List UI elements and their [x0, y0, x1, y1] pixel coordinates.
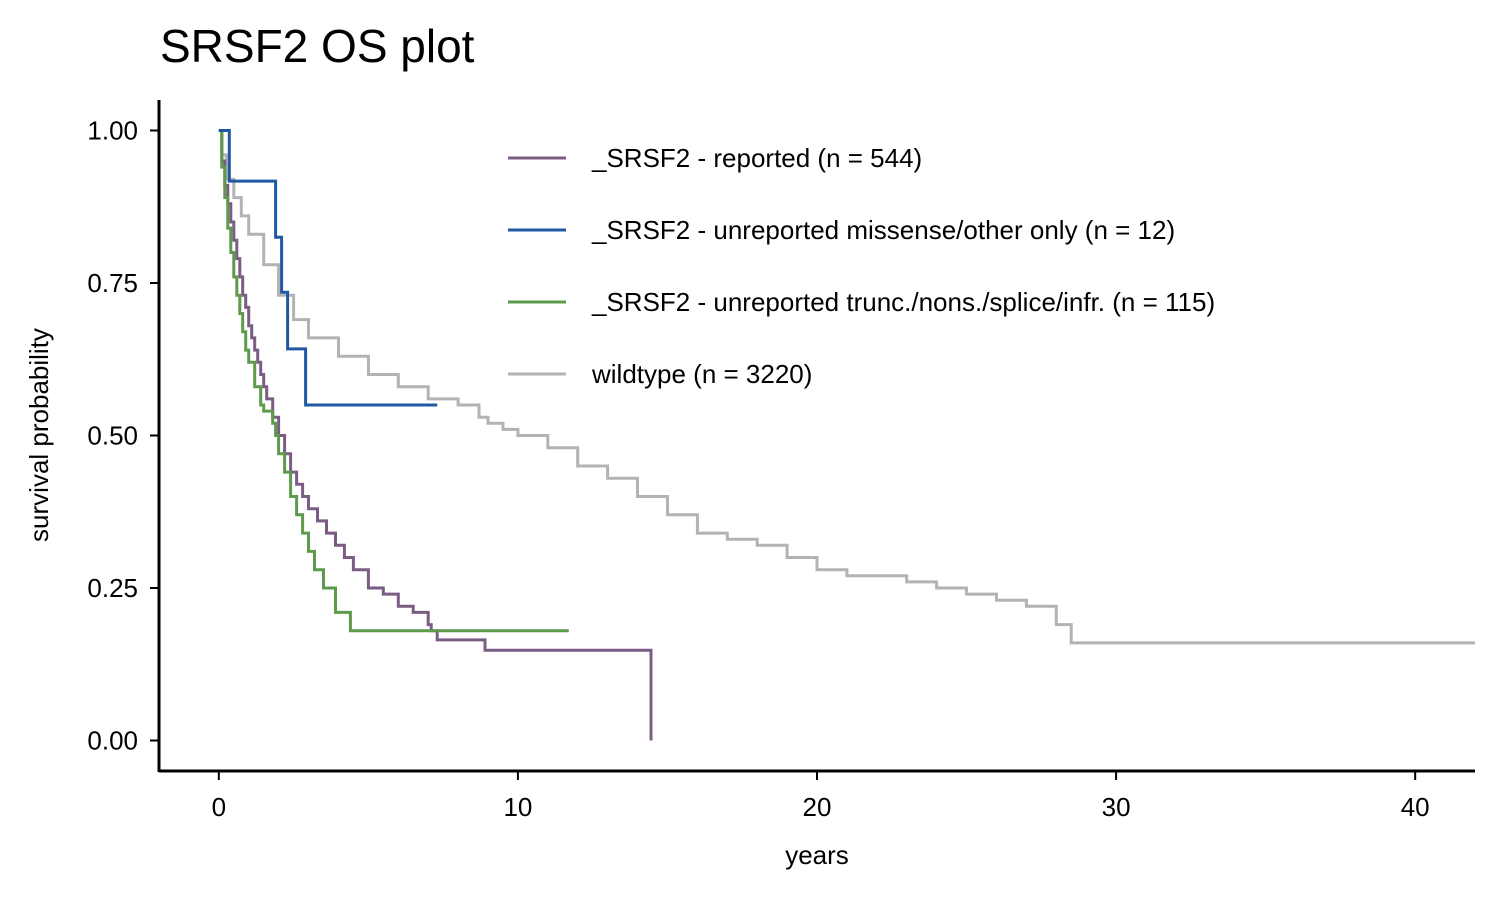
legend-background	[490, 126, 1420, 408]
chart-title: SRSF2 OS plot	[160, 20, 475, 72]
legend-entry-label: _SRSF2 - reported (n = 544)	[591, 143, 922, 173]
y-tick-label: 1.00	[87, 116, 138, 146]
series-line-3	[218, 129, 1475, 645]
series-line-2	[218, 129, 569, 633]
y-tick-label: 0.50	[87, 421, 138, 451]
y-tick-label: 0.00	[87, 726, 138, 756]
y-tick-label: 0.25	[87, 573, 138, 603]
x-axis-ticks: 0 10 20 30 40	[212, 771, 1430, 822]
x-tick-label: 20	[803, 792, 832, 822]
series-line-1	[218, 129, 438, 407]
x-tick-label: 10	[503, 792, 532, 822]
y-axis-label: survival probability	[24, 328, 54, 542]
y-axis-ticks: 0.00 0.25 0.50 0.75 1.00	[87, 116, 159, 756]
legend-entry-label: _SRSF2 - unreported trunc./nons./splice/…	[591, 287, 1215, 317]
x-axis-label: years	[785, 840, 849, 870]
y-tick-label: 0.75	[87, 268, 138, 298]
x-tick-label: 0	[212, 792, 226, 822]
legend-entry-label: _SRSF2 - unreported missense/other only …	[591, 215, 1175, 245]
legend-entry-label: wildtype (n = 3220)	[591, 359, 812, 389]
series-layer	[218, 129, 1475, 741]
x-tick-label: 30	[1102, 792, 1131, 822]
legend: _SRSF2 - reported (n = 544) _SRSF2 - unre…	[490, 126, 1420, 408]
x-tick-label: 40	[1401, 792, 1430, 822]
series-line-0	[218, 129, 653, 741]
